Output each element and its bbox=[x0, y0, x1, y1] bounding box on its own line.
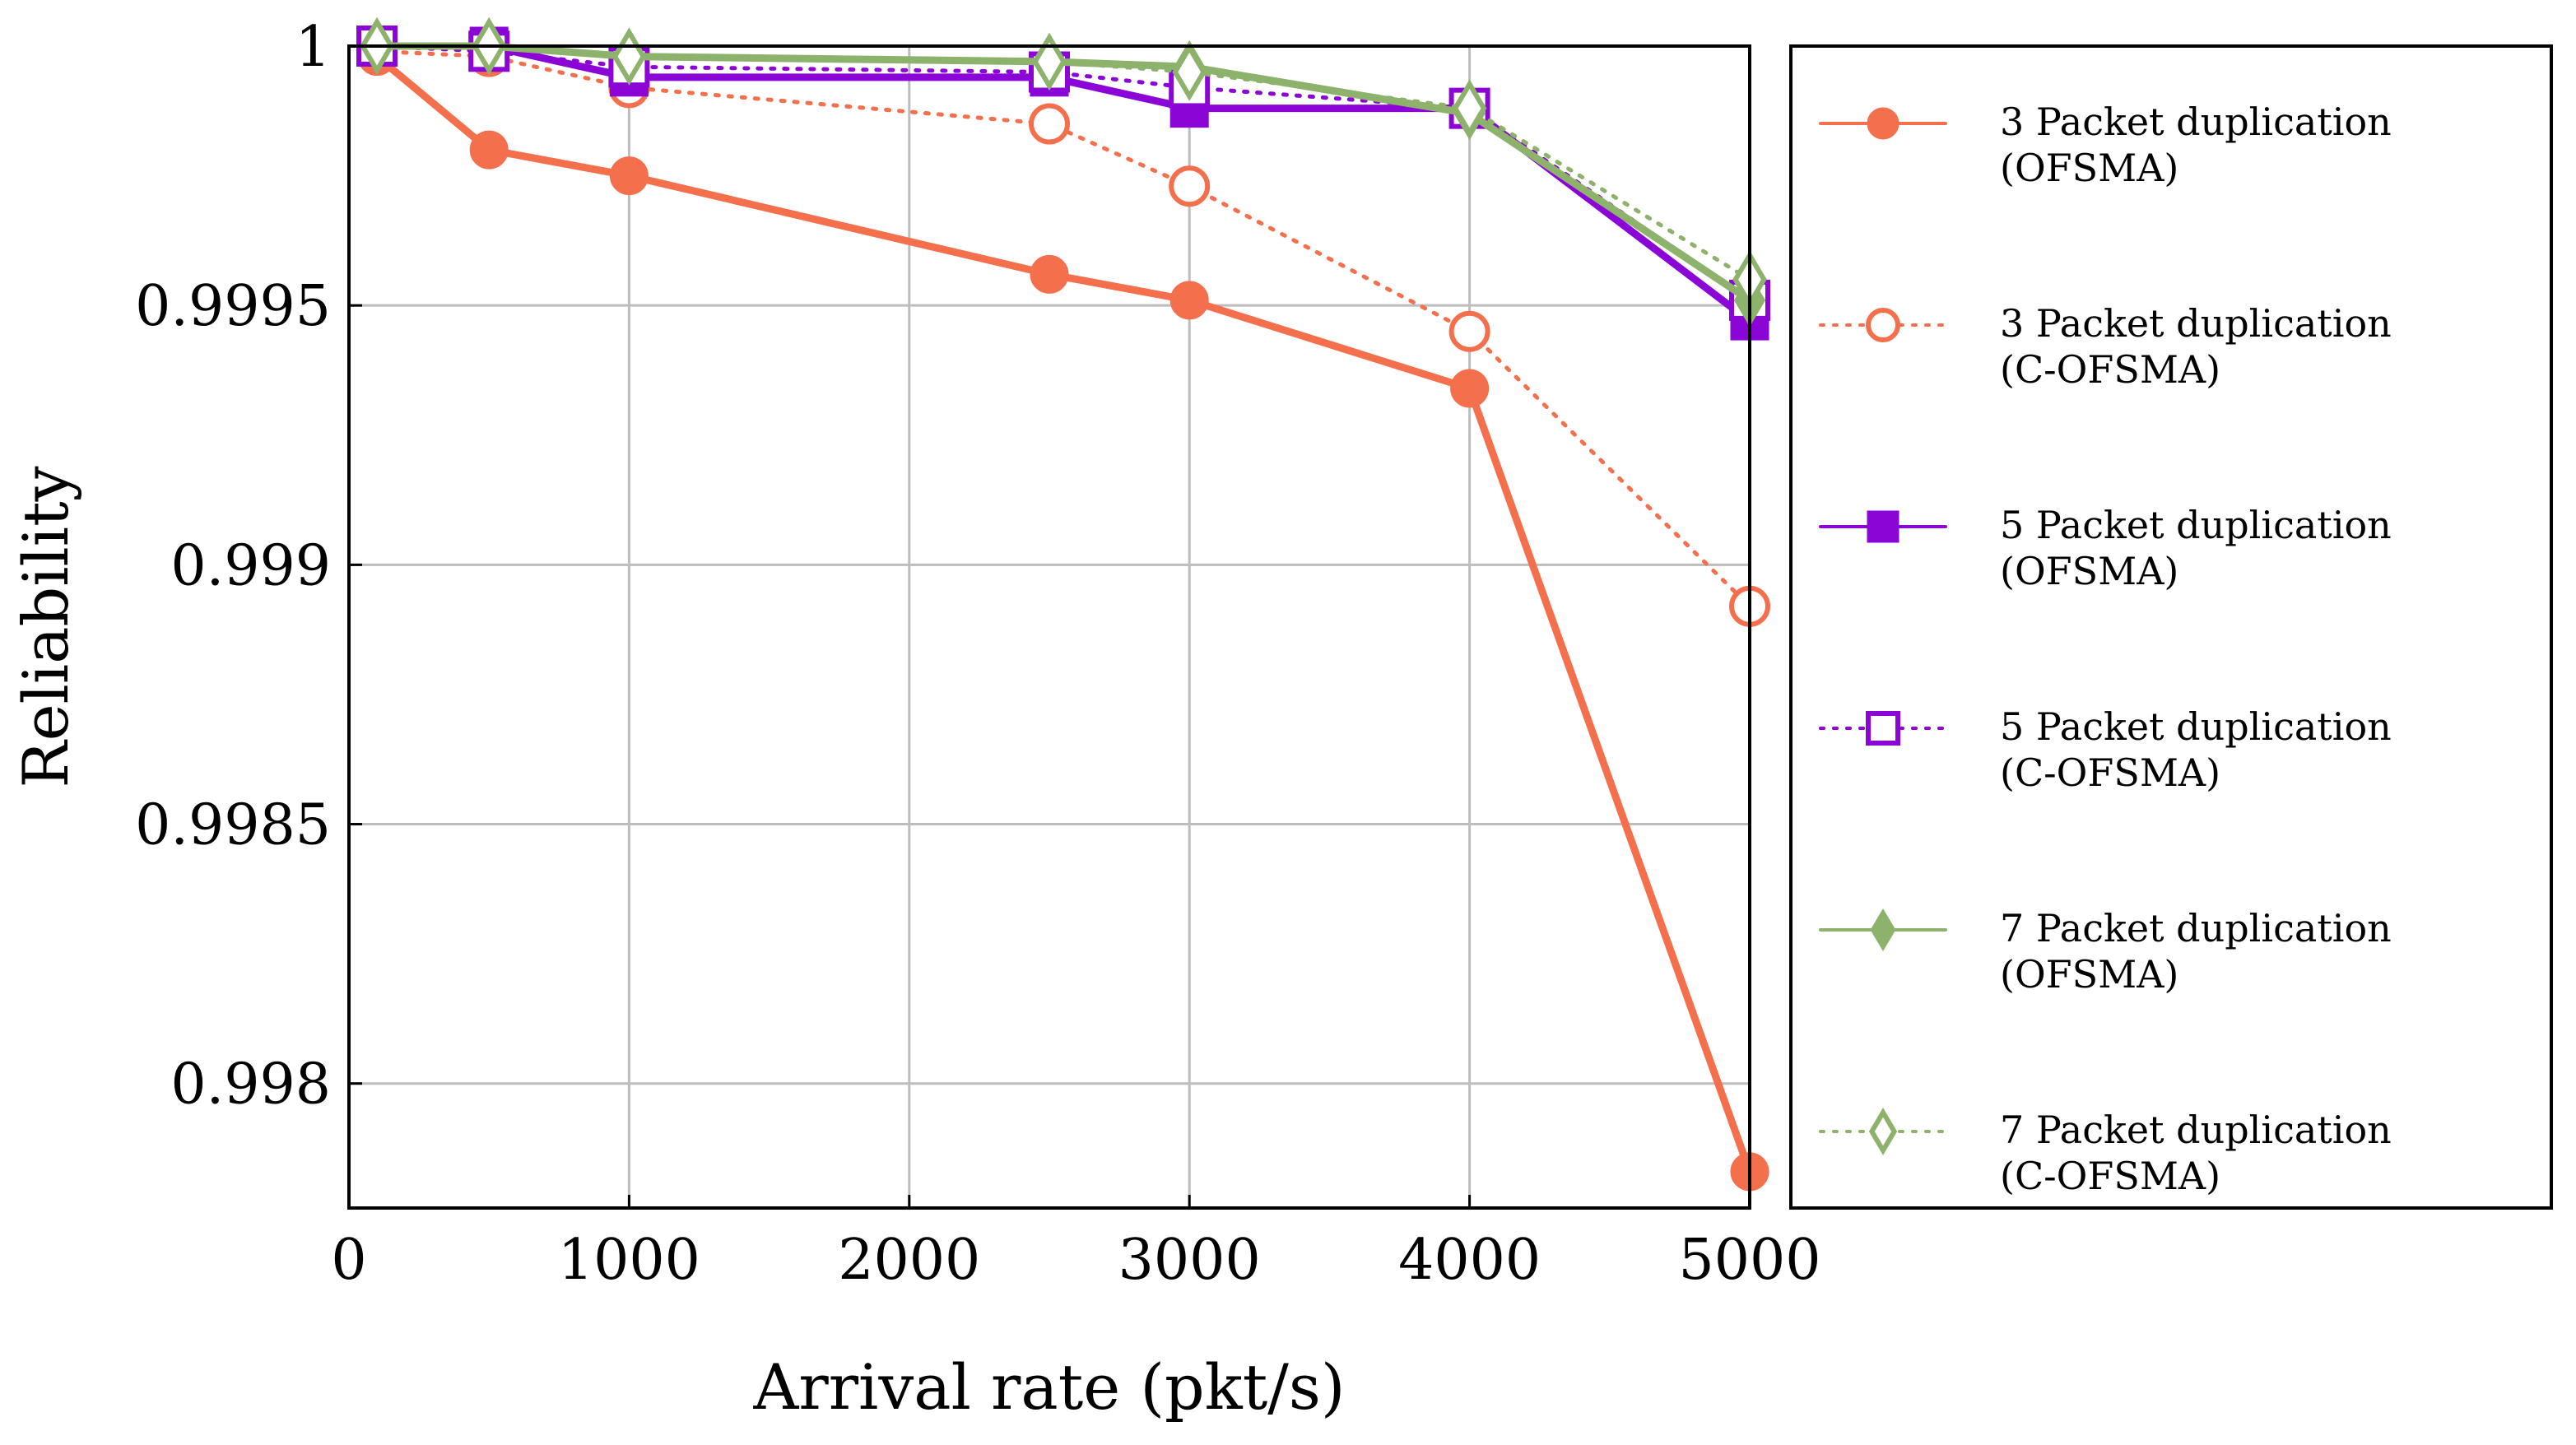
legend-label-line1: 3 Packet duplication bbox=[2000, 301, 2392, 346]
data-point bbox=[1172, 43, 1207, 101]
legend-marker-swatch bbox=[1870, 908, 1896, 952]
data-point bbox=[1169, 165, 1211, 207]
legend-entry: 5 Packet duplication(OFSMA) bbox=[1819, 503, 2392, 593]
legend-label-line1: 7 Packet duplication bbox=[2000, 906, 2392, 950]
data-point bbox=[469, 130, 509, 170]
legend-label-line1: 5 Packet duplication bbox=[2000, 503, 2392, 547]
legend-entry: 5 Packet duplication(C-OFSMA) bbox=[1819, 704, 2392, 795]
legend-entry: 3 Packet duplication(OFSMA) bbox=[1819, 100, 2392, 190]
y-tick-label: 0.999 bbox=[170, 533, 331, 598]
legend-marker-swatch bbox=[1866, 711, 1900, 746]
x-tick-label: 5000 bbox=[1678, 1228, 1820, 1293]
legend-label-line1: 5 Packet duplication bbox=[2000, 704, 2392, 749]
data-point bbox=[1030, 254, 1069, 294]
data-point bbox=[1032, 32, 1067, 91]
y-axis-title: Reliability bbox=[9, 466, 82, 788]
legend-label-line2: (C-OFSMA) bbox=[2000, 347, 2220, 392]
y-tick-label: 0.9985 bbox=[135, 793, 331, 858]
data-point bbox=[1169, 281, 1209, 320]
x-axis-ticks: 0 1000 2000 3000 4000 5000 bbox=[331, 1195, 1821, 1293]
legend-entry: 3 Packet duplication(C-OFSMA) bbox=[1819, 301, 2392, 392]
legend-label-line2: (C-OFSMA) bbox=[2000, 1154, 2220, 1198]
legend-label-line1: 7 Packet duplication bbox=[2000, 1108, 2392, 1152]
legend-marker-swatch bbox=[1866, 308, 1900, 342]
x-tick-label: 1000 bbox=[558, 1228, 700, 1293]
legend-label-line1: 3 Packet duplication bbox=[2000, 100, 2392, 144]
x-tick-label: 0 bbox=[331, 1228, 366, 1293]
legend-label-line2: (OFSMA) bbox=[2000, 952, 2178, 997]
legend-label-line2: (OFSMA) bbox=[2000, 549, 2178, 593]
legend-box bbox=[1789, 44, 2553, 1210]
y-axis-ticks: 0.998 0.9985 0.999 0.9995 1 bbox=[135, 15, 362, 1117]
legend-label-line2: (OFSMA) bbox=[2000, 146, 2178, 190]
y-tick-label: 1 bbox=[295, 15, 331, 80]
data-point bbox=[609, 156, 649, 196]
data-point bbox=[1029, 103, 1070, 145]
x-tick-label: 2000 bbox=[838, 1228, 980, 1293]
x-tick-label: 4000 bbox=[1398, 1228, 1541, 1293]
legend-label-line2: (C-OFSMA) bbox=[2000, 750, 2220, 795]
x-axis-title: Arrival rate (pkt/s) bbox=[752, 1350, 1345, 1424]
data-point bbox=[1452, 79, 1487, 137]
y-tick-label: 0.998 bbox=[170, 1052, 331, 1117]
legend-entry: 7 Packet duplication(OFSMA) bbox=[1819, 906, 2392, 997]
x-tick-label: 3000 bbox=[1118, 1228, 1261, 1293]
data-point bbox=[1448, 310, 1490, 352]
legend-marker-swatch bbox=[1867, 107, 1899, 140]
y-tick-label: 0.9995 bbox=[135, 274, 331, 339]
data-point bbox=[611, 27, 647, 86]
legend-entry: 7 Packet duplication(C-OFSMA) bbox=[1819, 1107, 2392, 1198]
data-point bbox=[1450, 369, 1490, 408]
plot-frame bbox=[347, 44, 1751, 1210]
grid bbox=[349, 46, 1750, 1208]
legend: 3 Packet duplication(OFSMA)3 Packet dupl… bbox=[1789, 44, 2553, 1210]
legend-marker-swatch bbox=[1868, 1107, 1898, 1156]
legend-marker-swatch bbox=[1867, 510, 1899, 543]
